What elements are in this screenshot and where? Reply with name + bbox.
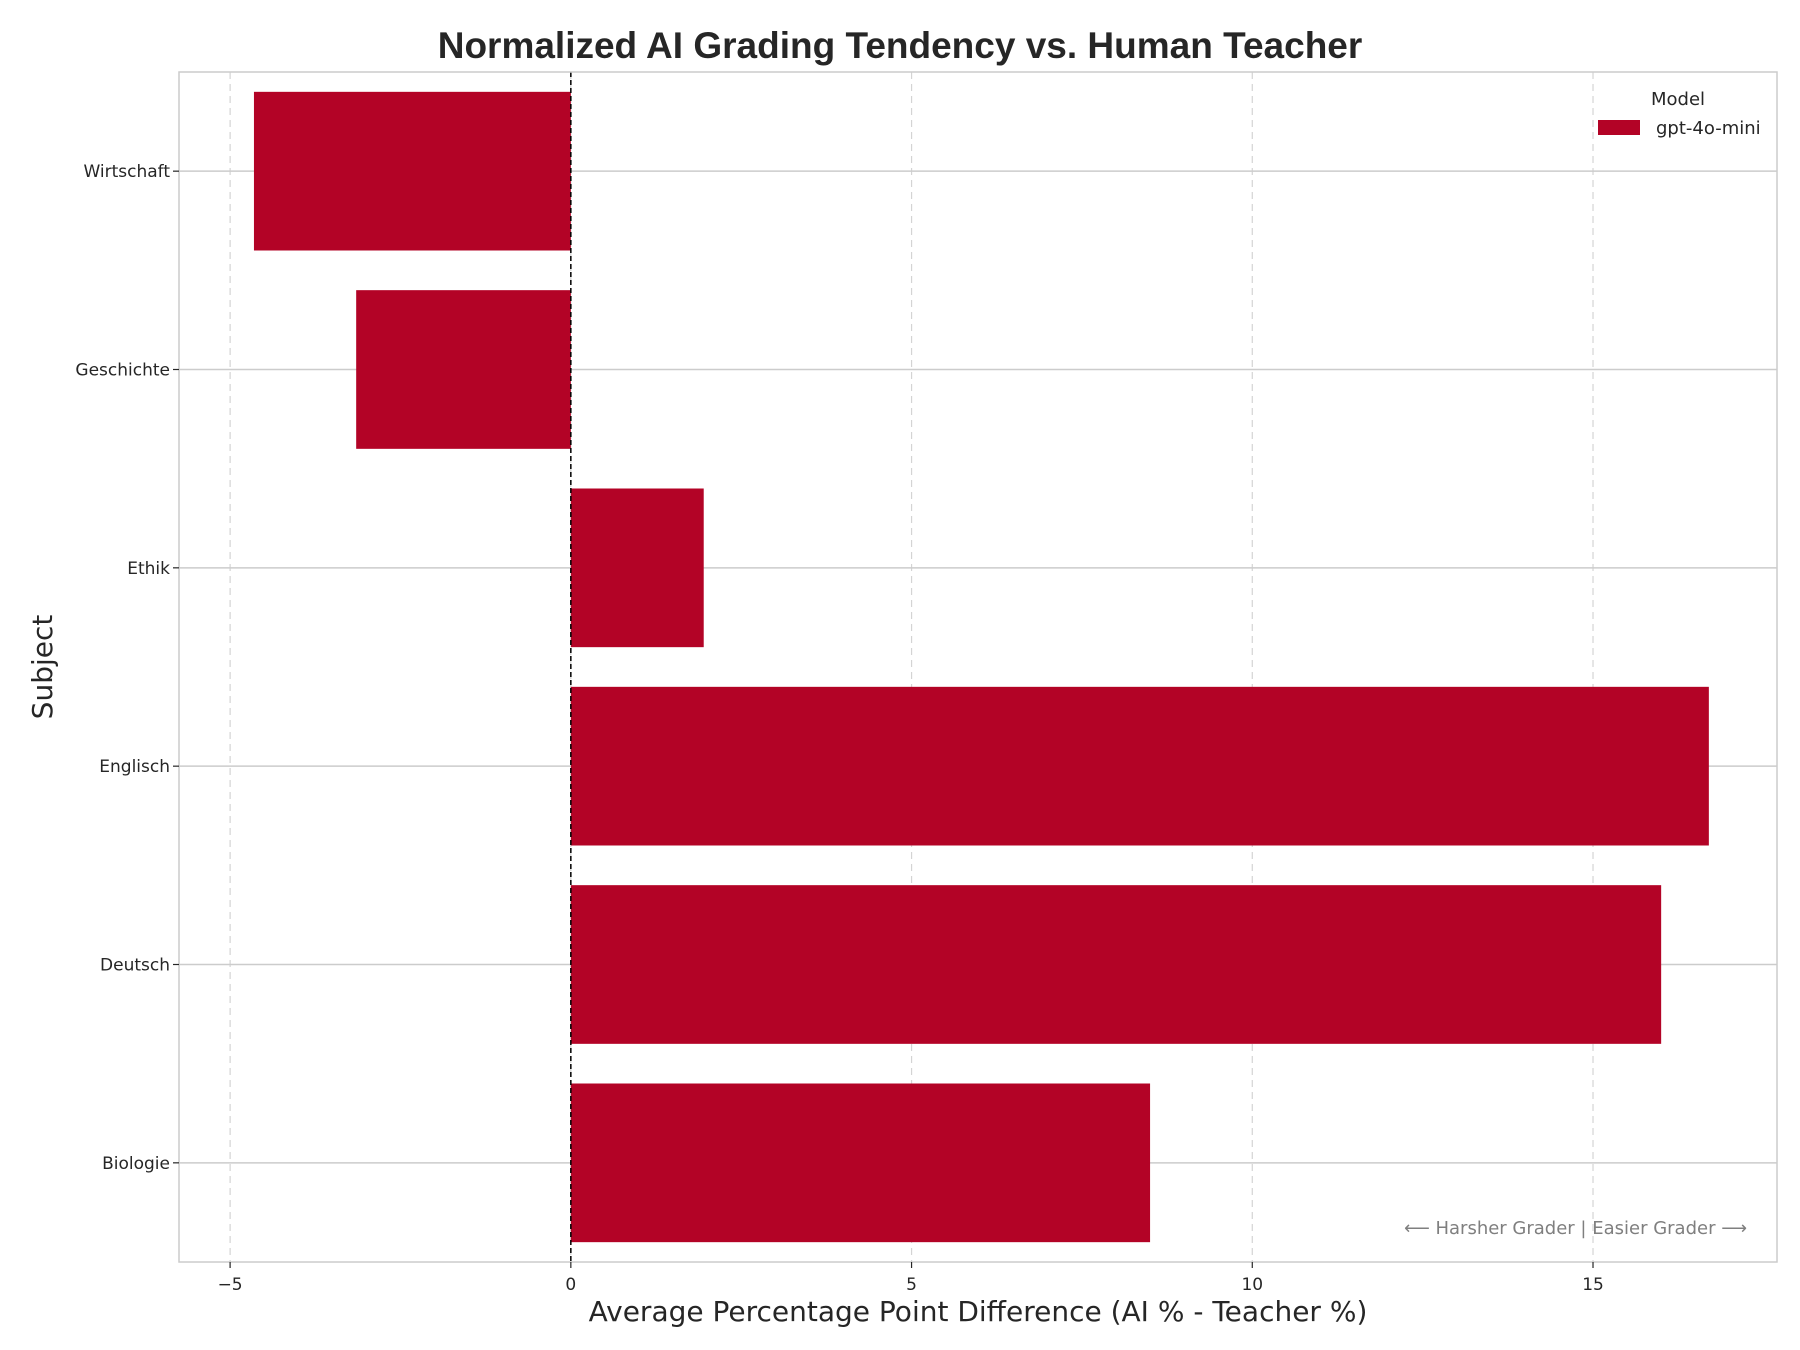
y-tick-label-deutsch: Deutsch bbox=[100, 956, 170, 976]
y-tick-label-englisch: Englisch bbox=[99, 757, 170, 777]
legend-label-gpt-4o-mini: gpt-4o-mini bbox=[1656, 118, 1761, 139]
x-axis-ticks: −5 0 5 10 15 bbox=[218, 1262, 1604, 1295]
y-tick-label-geschichte: Geschichte bbox=[75, 361, 170, 381]
chart-title: Normalized AI Grading Tendency vs. Human… bbox=[438, 25, 1363, 66]
bar-geschichte bbox=[356, 290, 571, 449]
x-tick-label: 5 bbox=[906, 1275, 917, 1295]
plot-frame bbox=[178, 71, 1778, 1263]
bars bbox=[253, 91, 1709, 1243]
grid bbox=[179, 72, 1777, 1262]
grader-direction-annotation: ⟵ Harsher Grader | Easier Grader ⟶ bbox=[1404, 1218, 1747, 1239]
x-tick-label: 0 bbox=[565, 1275, 576, 1295]
x-axis-label: Average Percentage Point Difference (AI … bbox=[589, 1295, 1368, 1328]
bar-englisch bbox=[570, 686, 1709, 846]
legend-title: Model bbox=[1651, 89, 1705, 110]
y-tick-label-biologie: Biologie bbox=[102, 1154, 170, 1174]
x-tick-label: 15 bbox=[1582, 1275, 1604, 1295]
x-tick-label: 10 bbox=[1241, 1275, 1263, 1295]
y-tick-label-ethik: Ethik bbox=[127, 559, 170, 579]
legend: Model gpt-4o-mini bbox=[1598, 89, 1761, 139]
y-axis-ticks: Biologie Deutsch Englisch Ethik Geschichte Wi… bbox=[75, 162, 179, 1174]
bar-biologie bbox=[570, 1083, 1151, 1243]
bar-ethik bbox=[570, 488, 704, 648]
legend-swatch-gpt-4o-mini bbox=[1598, 120, 1640, 135]
bar-wirtschaft bbox=[253, 91, 571, 251]
bar-deutsch bbox=[570, 885, 1662, 1044]
y-axis-label: Subject bbox=[26, 615, 59, 720]
x-tick-label: −5 bbox=[218, 1275, 243, 1295]
y-tick-label-wirtschaft: Wirtschaft bbox=[83, 162, 170, 182]
